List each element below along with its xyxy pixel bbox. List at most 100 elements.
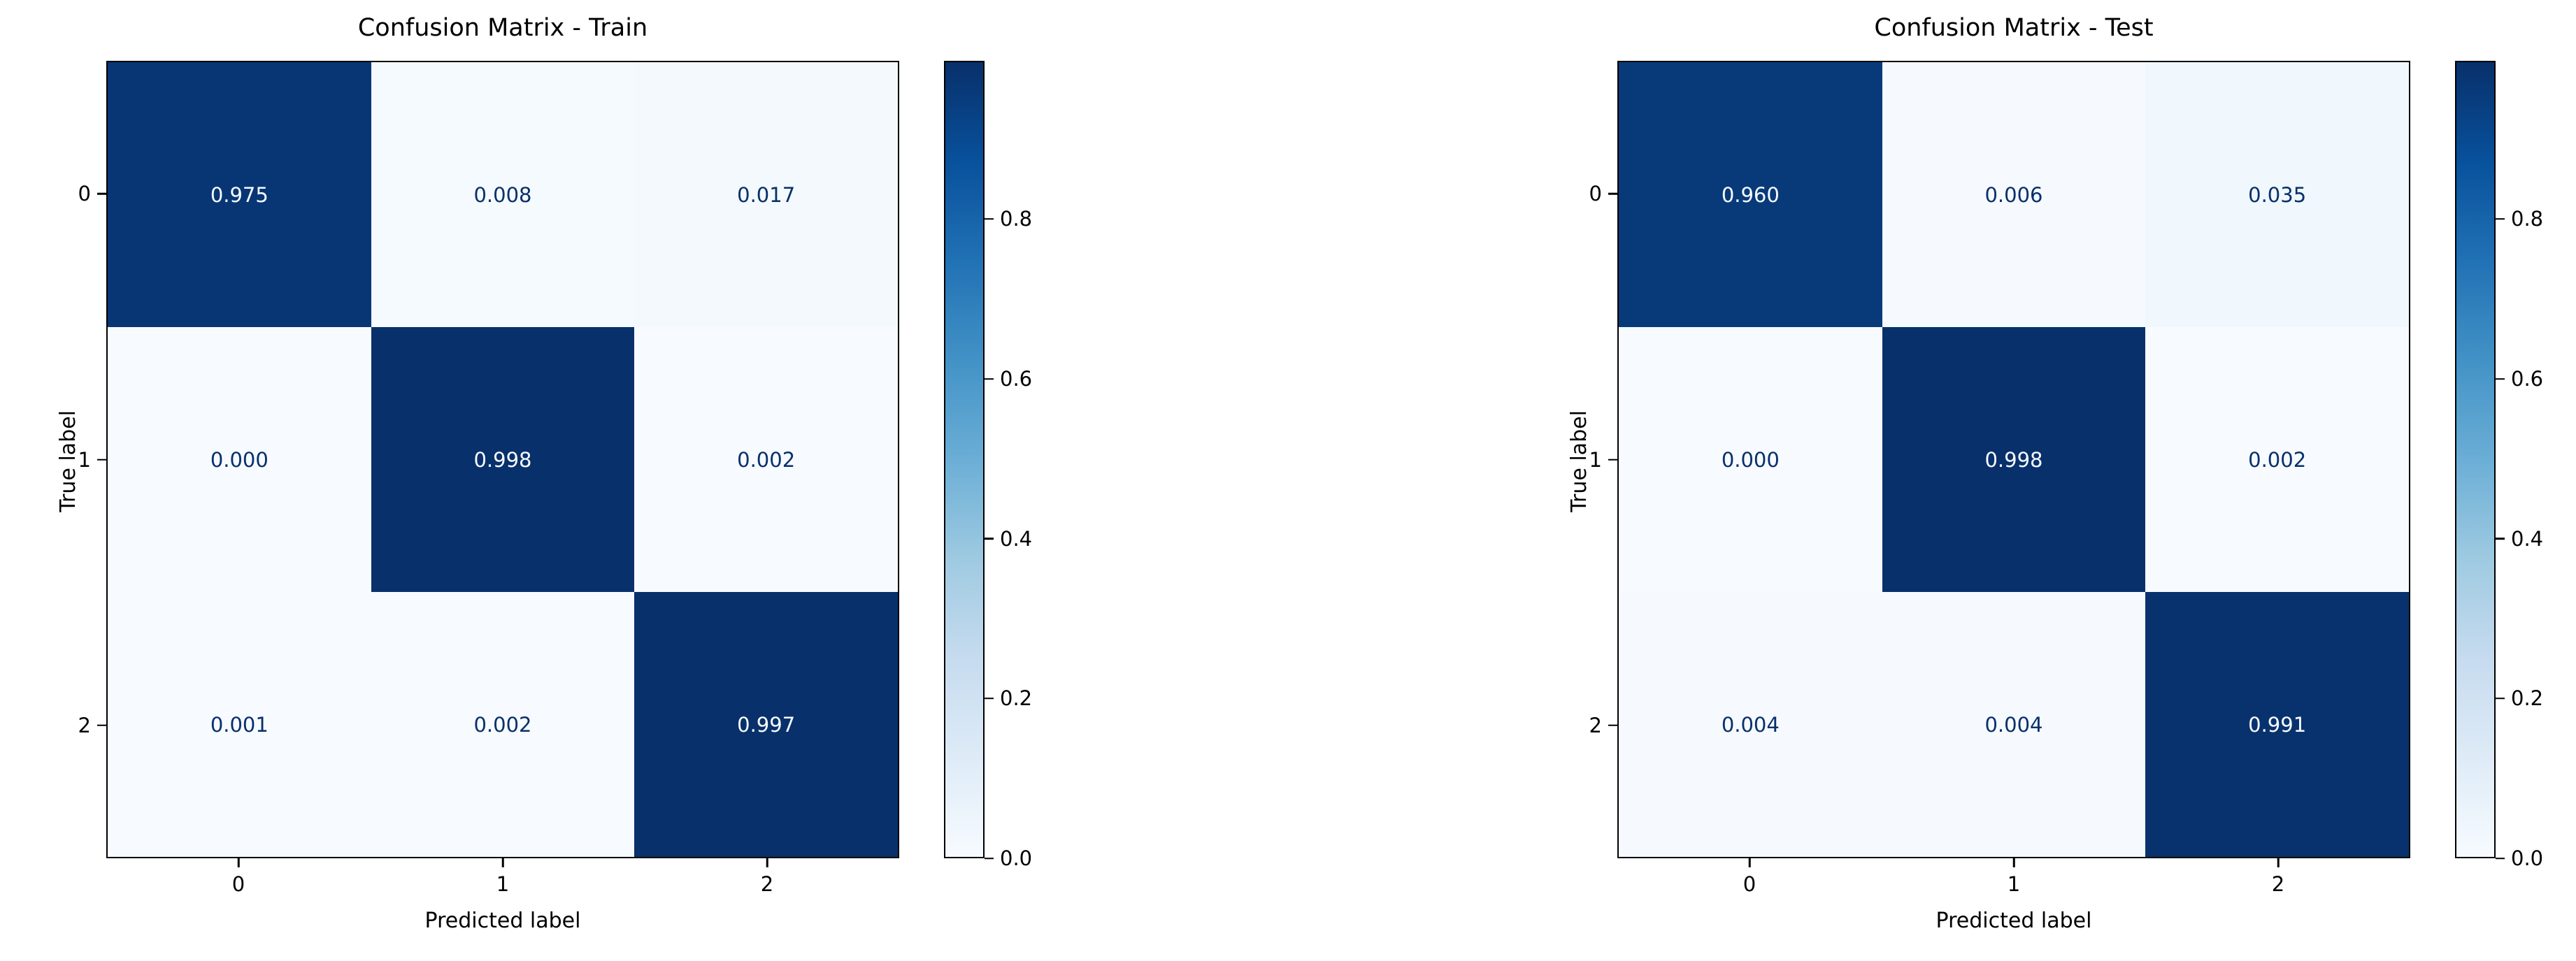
heatmap-cell: 0.998: [1882, 327, 2146, 592]
chart-title: Confusion Matrix - Test: [1874, 14, 2154, 42]
heatmap-cell: 0.998: [371, 327, 635, 592]
heatmap-cell: 0.000: [1619, 327, 1882, 592]
chart-title: Confusion Matrix - Train: [357, 14, 648, 42]
heatmap-cell-value: 0.997: [737, 712, 796, 737]
colorbar-tick-label: 0.2: [1000, 686, 1033, 711]
heatmap-cell: 0.035: [2145, 62, 2409, 327]
x-tick-mark: [2277, 858, 2280, 867]
x-tick-marks: [1617, 858, 2410, 867]
heatmap-grid: 0.975 0.008 0.017 0.000 0.998 0.002 0.001 0.002…: [106, 61, 899, 858]
colorbar-tick-mark: [985, 537, 994, 540]
heatmap-cell-value: 0.001: [210, 712, 269, 737]
colorbar-tick-mark: [985, 218, 994, 220]
x-tick-mark: [2012, 858, 2015, 867]
x-tick-labels: 0 1 2: [106, 872, 899, 897]
colorbar-tick-label: 0.4: [2511, 526, 2544, 551]
colorbar-tick-mark: [985, 698, 994, 700]
heatmap-cell-value: 0.004: [1984, 712, 2043, 737]
heatmap-cell-value: 0.000: [210, 447, 269, 472]
heatmap-cell-value: 0.975: [210, 182, 269, 207]
heatmap-cell: 0.960: [1619, 62, 1882, 327]
colorbar-tick-mark: [2496, 377, 2505, 380]
colorbar-tick-label: 0.0: [2511, 846, 2544, 870]
y-tick-label: 0: [1589, 182, 1602, 206]
heatmap-cell: 0.002: [371, 592, 635, 857]
y-tick-mark: [97, 724, 106, 727]
y-tick-label: 2: [1589, 713, 1602, 737]
y-tick-labels: 0 1 2: [1511, 61, 1617, 858]
x-tick-marks: [106, 858, 899, 867]
colorbar-tick-labels: 0.0 0.2 0.4 0.6 0.8: [1000, 61, 1077, 870]
colorbar-tick-marks: [2496, 61, 2505, 860]
colorbar-tick-label: 0.4: [1000, 526, 1033, 551]
colorbar: [944, 61, 985, 858]
y-tick-mark: [1608, 458, 1617, 461]
heatmap-cell: 0.008: [371, 62, 635, 327]
colorbar-tick-label: 0.8: [2511, 207, 2544, 231]
x-tick-labels: 0 1 2: [1617, 872, 2410, 897]
colorbar-tick-label: 0.2: [2511, 686, 2544, 711]
heatmap-grid: 0.960 0.006 0.035 0.000 0.998 0.002 0.004 0.004…: [1617, 61, 2410, 858]
heatmap-cell: 0.991: [2145, 592, 2409, 857]
heatmap-cell-value: 0.002: [473, 712, 532, 737]
x-tick-mark: [766, 858, 768, 867]
colorbar: [2455, 61, 2496, 858]
x-tick-label: 1: [496, 872, 510, 896]
x-tick-mark: [1748, 858, 1751, 867]
heatmap-cell-value: 0.960: [1721, 182, 1780, 207]
colorbar-tick-label: 0.0: [1000, 846, 1033, 870]
heatmap-cell-value: 0.002: [737, 447, 796, 472]
heatmap-cell: 0.004: [1882, 592, 2146, 857]
colorbar-tick-mark: [2496, 537, 2505, 540]
heatmap-cell-value: 0.002: [2248, 447, 2307, 472]
heatmap-cell: 0.997: [634, 592, 898, 857]
heatmap-cell-value: 0.998: [1984, 447, 2043, 472]
colorbar-tick-mark: [2496, 857, 2505, 860]
y-tick-label: 1: [78, 447, 91, 472]
x-tick-label: 0: [231, 872, 245, 896]
x-tick-label: 1: [2007, 872, 2021, 896]
x-axis-label: Predicted label: [1935, 909, 2092, 933]
y-tick-labels: 0 1 2: [0, 61, 106, 858]
colorbar-tick-label: 0.6: [1000, 367, 1033, 391]
heatmap-cell-value: 0.991: [2248, 712, 2307, 737]
heatmap-cell-value: 0.008: [473, 182, 532, 207]
x-tick-label: 2: [760, 872, 774, 896]
colorbar-tick-labels: 0.0 0.2 0.4 0.6 0.8: [2511, 61, 2576, 870]
heatmap-cell: 0.000: [108, 327, 371, 592]
colorbar-tick-mark: [985, 857, 994, 860]
colorbar-tick-label: 0.6: [2511, 367, 2544, 391]
x-axis-label: Predicted label: [424, 909, 581, 933]
heatmap-cell: 0.002: [2145, 327, 2409, 592]
heatmap-cell: 0.006: [1882, 62, 2146, 327]
x-tick-label: 0: [1743, 872, 1756, 896]
y-tick-label: 0: [78, 182, 91, 206]
heatmap-cell: 0.002: [634, 327, 898, 592]
colorbar-tick-mark: [2496, 218, 2505, 220]
colorbar-tick-mark: [985, 377, 994, 380]
heatmap-cell-value: 0.004: [1721, 712, 1780, 737]
y-tick-marks: [97, 61, 106, 858]
y-tick-label: 1: [1589, 447, 1602, 472]
y-tick-mark: [97, 458, 106, 461]
heatmap-cell-value: 0.035: [2248, 182, 2307, 207]
heatmap-cell: 0.017: [634, 62, 898, 327]
colorbar-tick-label: 0.8: [1000, 207, 1033, 231]
heatmap-cell-value: 0.006: [1984, 182, 2043, 207]
heatmap-cell: 0.004: [1619, 592, 1882, 857]
heatmap-cell-value: 0.998: [473, 447, 532, 472]
x-tick-label: 2: [2271, 872, 2285, 896]
x-tick-mark: [501, 858, 504, 867]
y-tick-mark: [97, 192, 106, 195]
heatmap-cell: 0.001: [108, 592, 371, 857]
y-tick-mark: [1608, 192, 1617, 195]
heatmap-cell-value: 0.017: [737, 182, 796, 207]
heatmap-cell-value: 0.000: [1721, 447, 1780, 472]
colorbar-tick-marks: [985, 61, 994, 860]
y-tick-marks: [1608, 61, 1617, 858]
y-tick-label: 2: [78, 713, 91, 737]
colorbar-tick-mark: [2496, 698, 2505, 700]
heatmap-cell: 0.975: [108, 62, 371, 327]
